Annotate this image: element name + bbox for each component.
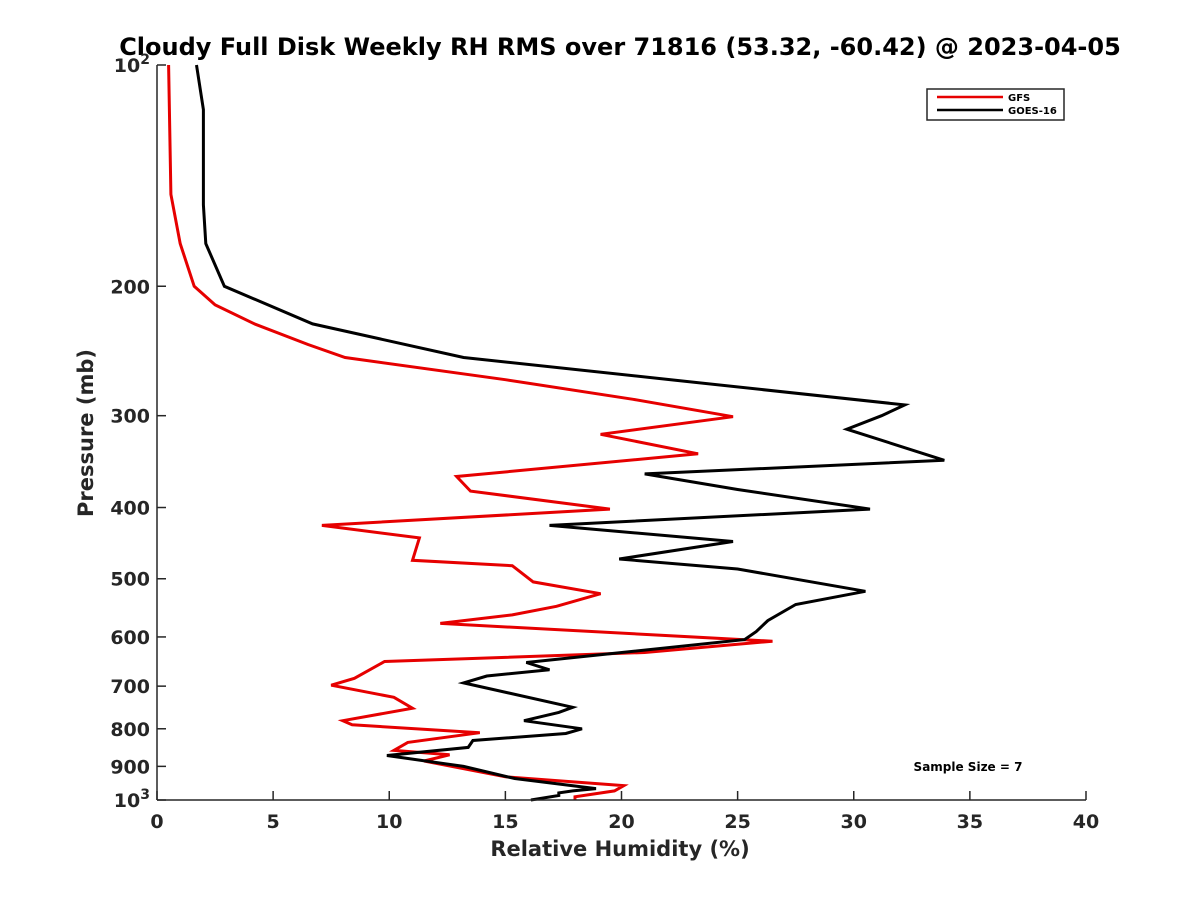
- y-tick-label: 500: [110, 569, 150, 591]
- y-tick-label: 800: [110, 719, 150, 741]
- legend-label-gfs: GFS: [1008, 93, 1030, 104]
- series-layer: [167, 64, 945, 802]
- chart-title: Cloudy Full Disk Weekly RH RMS over 7181…: [119, 33, 1121, 61]
- x-ticks: 0 5 10 15 20 25 30 35 40: [150, 791, 1099, 833]
- x-tick-label: 5: [267, 811, 280, 833]
- legend-label-goes16: GOES-16: [1008, 106, 1057, 117]
- y-tick-label: 103: [114, 787, 150, 812]
- x-tick-label: 15: [492, 811, 518, 833]
- legend-box: [926, 88, 1065, 121]
- y-tick-label: 200: [110, 276, 150, 298]
- x-tick-label: 35: [957, 811, 983, 833]
- y-tick-label: 102: [114, 52, 150, 77]
- y-ticks: 102 200 300 400 500 600 700 800 900 103: [110, 52, 166, 812]
- x-tick-label: 30: [841, 811, 867, 833]
- y-tick-label: 900: [110, 756, 150, 778]
- x-tick-label: 40: [1073, 811, 1099, 833]
- sample-size-annotation: Sample Size = 7: [914, 760, 1023, 774]
- y-tick-label: 600: [110, 627, 150, 649]
- x-tick-label: 0: [150, 811, 163, 833]
- y-axis-label: Pressure (mb): [74, 349, 98, 517]
- series-line-gfs: [167, 64, 773, 800]
- legend: GFS GOES-16: [926, 88, 1065, 121]
- series-line-goes16: [195, 64, 945, 802]
- x-tick-label: 20: [608, 811, 634, 833]
- x-tick-label: 10: [376, 811, 402, 833]
- x-tick-label: 25: [724, 811, 750, 833]
- y-tick-label: 700: [110, 676, 150, 698]
- y-tick-label: 300: [110, 406, 150, 428]
- x-axis-label: Relative Humidity (%): [490, 837, 749, 861]
- y-tick-label: 400: [110, 498, 150, 520]
